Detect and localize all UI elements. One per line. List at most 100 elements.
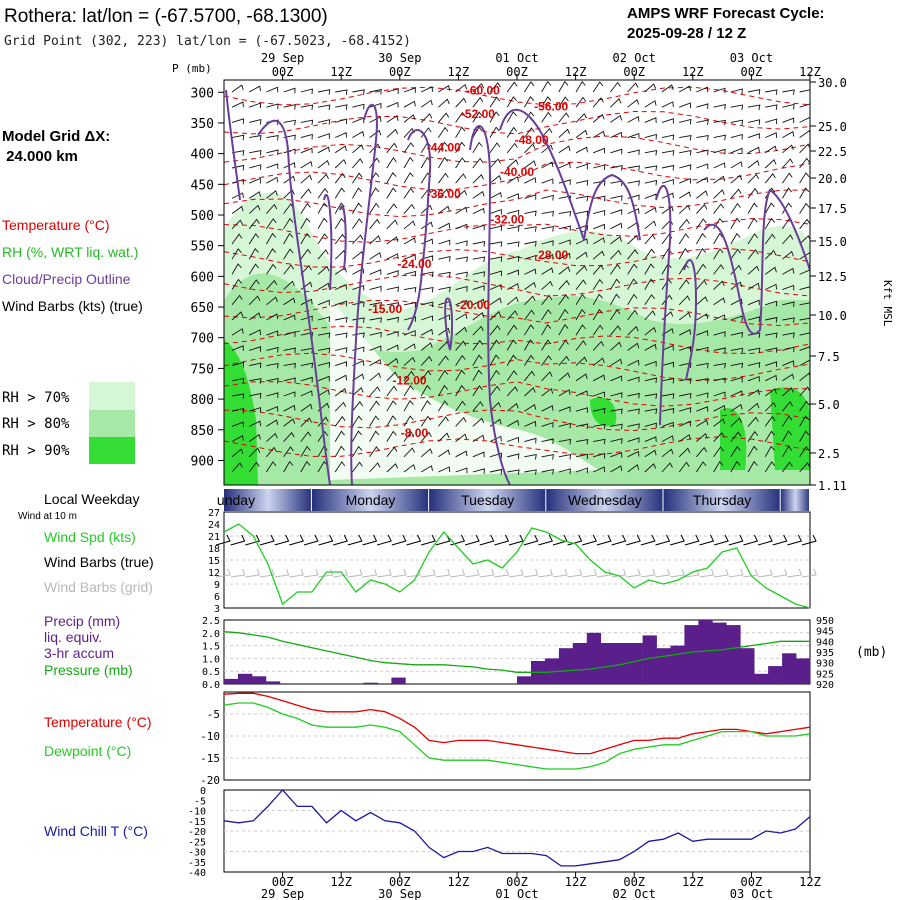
wind-barb [438,222,451,230]
wind-speed-tick-label: 24 [208,520,220,531]
wind-barb [300,376,313,383]
cloud-outline-2 [257,120,331,485]
wind-barb [575,308,586,321]
wind-barb [317,173,329,184]
height-tick-label: 2.5 [818,447,840,461]
wind-barb [765,118,778,125]
wind-barb [730,298,743,306]
wind-barb [524,309,535,321]
wind-barb [266,330,279,337]
wind-barb [455,354,466,366]
wind-barb [403,400,414,412]
wind-barb [730,460,741,473]
wind-chill-tick-label: -35 [188,858,206,869]
wind-barb [266,163,279,169]
wind-barb [231,345,244,351]
wind-barb [593,210,606,216]
wind-barb [438,466,451,473]
wind-barb [696,392,709,399]
wind-barb-grid [274,568,290,578]
wind-barb [627,325,639,336]
wind-barb [661,407,675,414]
wind-barb [730,104,744,111]
wind-barb-grid [655,568,671,578]
wind-barb [730,217,741,230]
wind-barb [558,266,571,275]
wind-barb [455,173,467,184]
wind-barb [747,389,760,397]
wind-barb [799,317,810,321]
wind-barb [592,293,603,306]
wind-barb [524,81,535,93]
wind-barb [661,205,674,214]
height-tick-label: 15.0 [818,235,847,249]
wind-barb [592,130,605,138]
wind-barb [610,325,622,336]
height-tick-label: 5.0 [818,398,840,412]
wind-barb [644,234,656,245]
wind-barb-true [596,534,612,546]
wind-barb [799,202,810,214]
wind-barb [610,451,623,458]
wind-barb [335,317,348,323]
wind-barb [541,405,554,412]
wind-barb [489,385,501,397]
wind-barb [747,202,758,214]
wind-barb [661,294,673,306]
wind-barb [266,419,279,427]
wind-barb [524,387,536,397]
wind-barb [610,309,621,321]
wind-barb [764,145,777,154]
bottom-time-tick-label: 12Z [799,875,821,889]
wind-barb [386,115,399,123]
wind-barb [403,237,416,245]
wind-barb [455,326,468,336]
wind-barb [420,355,433,366]
wind-barb [403,329,416,336]
precip-bar [740,648,755,684]
precip-tick-label: 2.0 [202,629,220,640]
wind-barb [489,339,500,351]
wind-barb [696,103,709,109]
wind-barb [593,164,606,171]
model-grid-value: 24.000 km [2,148,78,165]
wind-barb [386,128,399,138]
wind-barb [420,384,431,397]
weekday-bar: unday Monday Tuesday Wednesday Thursday [217,489,811,511]
wind-barb [438,188,450,199]
wind-barb [334,415,346,427]
wind-barb [524,268,537,275]
wind-barb [747,146,760,154]
wind-barb [369,358,382,366]
wind-barb [782,317,795,323]
wind-barb [765,374,778,382]
precip-bar [642,635,657,684]
precip-bar [572,643,588,684]
wind-barb [713,331,726,337]
wind-barb [506,324,518,336]
wind-barb [472,190,485,199]
wind-barb [231,294,243,306]
wind-barb [300,147,313,154]
wind-barb [386,203,398,214]
pressure-tick-label: 940 [816,637,834,648]
wind-barb [764,445,775,458]
temperature-contour [224,161,810,191]
dewpoint-label: Dewpoint (°C) [44,743,131,759]
wind-barb [506,81,518,93]
wind-barb-grid [787,568,803,578]
bottom-date-label: 29 Sep [261,887,304,900]
wind-barb [300,202,311,214]
wind-barb [782,117,795,124]
date-label: 29 Sep [261,51,304,65]
wind-barb [248,85,262,93]
precip-bar [391,677,406,684]
temperature-contour [224,436,810,457]
wind-barb [627,263,638,275]
temperature-contour-label: -15.00 [368,302,402,316]
wind-barb [249,392,262,399]
wind-barb [747,160,760,169]
wind-barb [438,449,451,458]
wind-barb [678,204,691,214]
